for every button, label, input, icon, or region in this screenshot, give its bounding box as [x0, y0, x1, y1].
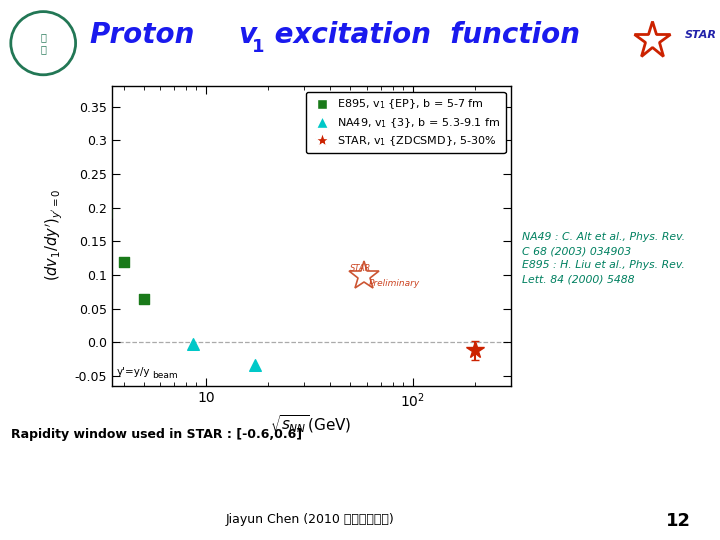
Text: y'=y/y: y'=y/y [117, 367, 150, 377]
Text: $(dv_1/dy')_{y'=0}$: $(dv_1/dy')_{y'=0}$ [43, 188, 65, 281]
Text: Rapidity window used in STAR : [-0.6,0.6]: Rapidity window used in STAR : [-0.6,0.6… [11, 428, 302, 441]
Text: 12: 12 [666, 512, 691, 530]
Text: Proton: Proton [90, 21, 204, 49]
Text: 华
大: 华 大 [40, 32, 46, 54]
Point [101, 208, 112, 217]
Text: v: v [238, 21, 256, 49]
Text: NA49 : C. Alt et al., Phys. Rev.
C 68 (2003) 034903
E895 : H. Liu et al., Phys. : NA49 : C. Alt et al., Phys. Rev. C 68 (2… [522, 232, 685, 284]
Point [249, 360, 261, 369]
Point [188, 339, 199, 348]
Text: $\sqrt{s_{NN}}$(GeV): $\sqrt{s_{NN}}$(GeV) [270, 413, 352, 435]
Text: Proton v$_1$ in mid-central collisions at RHIC stays small: Proton v$_1$ in mid-central collisions a… [19, 462, 441, 480]
Point [118, 257, 130, 266]
Text: beam: beam [152, 371, 178, 380]
Text: Preliminary: Preliminary [369, 279, 420, 288]
Text: STAR: STAR [685, 30, 716, 40]
Legend: E895, v$_1$ {EP}, b = 5-7 fm, NA49, v$_1$ {3}, b = 5.3-9.1 fm, STAR, v$_1$ {ZDCS: E895, v$_1$ {EP}, b = 5-7 fm, NA49, v$_1… [306, 92, 505, 153]
Text: excitation  function: excitation function [265, 21, 580, 49]
Text: 1: 1 [251, 38, 264, 56]
Text: Jiayun Chen (2010 高能物理年会): Jiayun Chen (2010 高能物理年会) [225, 514, 394, 526]
Point [83, 126, 94, 134]
Text: STAR: STAR [350, 264, 372, 273]
Point [138, 294, 149, 303]
